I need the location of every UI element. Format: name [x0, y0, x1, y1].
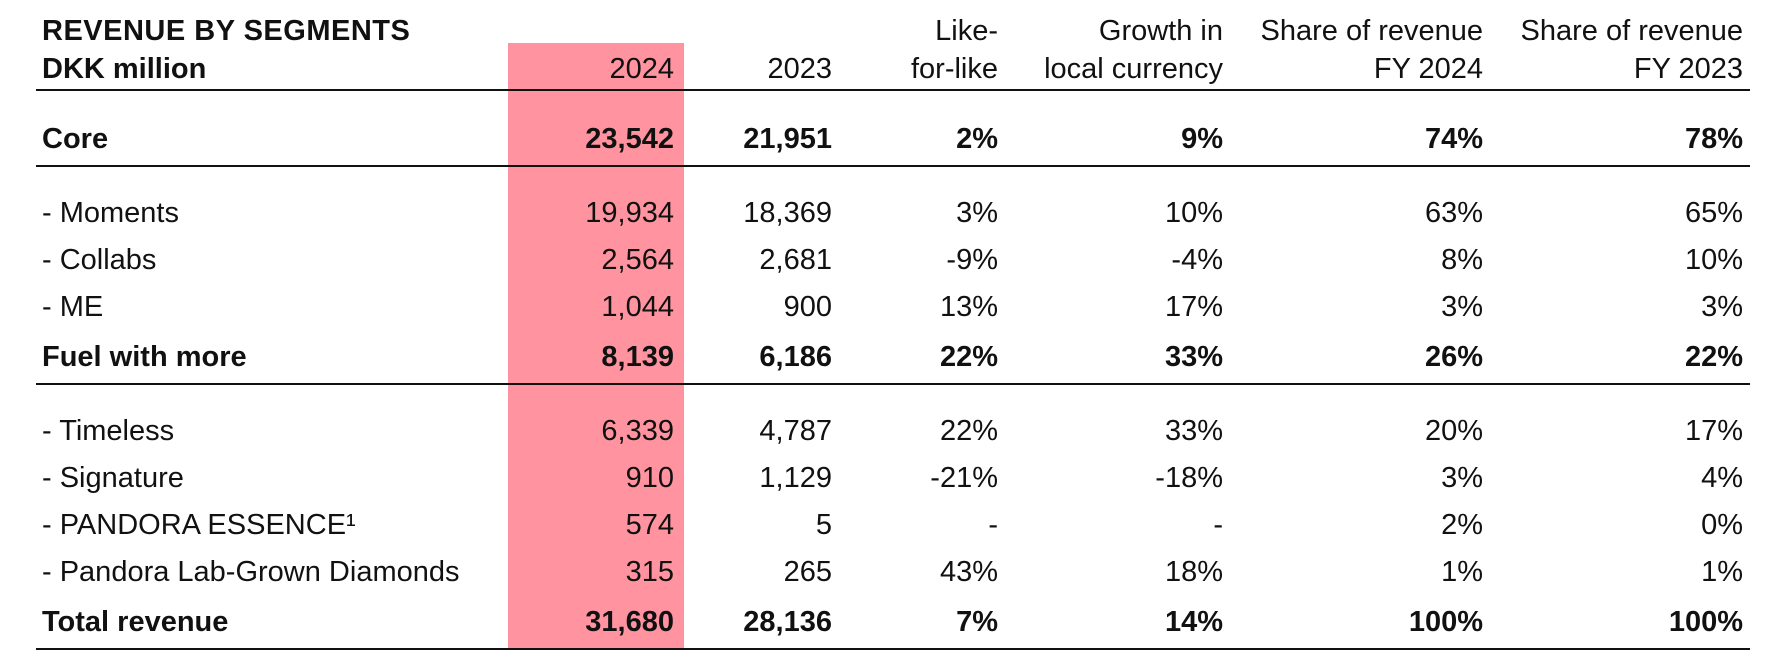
table-unit: DKK million: [42, 53, 207, 85]
row-me-like-for-like: 13%: [939, 291, 998, 323]
row-fuel-share-2023: 22%: [1684, 341, 1743, 373]
row-me-share-2024: 3%: [1441, 291, 1483, 323]
row-fuel-growth: 33%: [1164, 341, 1223, 373]
fuel-divider: [36, 383, 1750, 385]
column-header-growth-line1: Growth in: [1098, 15, 1223, 47]
row-collabs-2024: 2,564: [601, 244, 674, 276]
header-divider: [36, 89, 1750, 91]
row-timeless-share-2024: 20%: [1424, 415, 1483, 447]
row-label-core: Core: [42, 123, 109, 155]
row-total-2024: 31,680: [585, 606, 674, 638]
core-divider: [36, 165, 1750, 167]
row-moments-2024: 19,934: [585, 197, 674, 229]
row-label-moments: - Moments: [42, 197, 179, 229]
column-header-like-for-like-line2: for-like: [910, 53, 998, 85]
row-signature-2023: 1,129: [759, 462, 832, 494]
row-signature-share-2024: 3%: [1441, 462, 1483, 494]
row-total-2023: 28,136: [743, 606, 832, 638]
row-core-share-2024: 74%: [1424, 123, 1483, 155]
row-diamonds-share-2023: 1%: [1701, 556, 1743, 588]
row-moments-like-for-like: 3%: [956, 197, 998, 229]
row-signature-like-for-like: -21%: [930, 462, 998, 494]
row-diamonds-2024: 315: [625, 556, 674, 588]
row-fuel-like-for-like: 22%: [939, 341, 998, 373]
total-divider: [36, 648, 1750, 650]
row-collabs-share-2024: 8%: [1441, 244, 1483, 276]
row-collabs-like-for-like: -9%: [946, 244, 998, 276]
row-collabs-share-2023: 10%: [1684, 244, 1743, 276]
row-signature-2024: 910: [625, 462, 674, 494]
row-fuel-2024: 8,139: [601, 341, 674, 373]
row-core-like-for-like: 2%: [956, 123, 998, 155]
row-moments-growth: 10%: [1164, 197, 1223, 229]
row-core-growth: 9%: [1181, 123, 1223, 155]
row-signature-share-2023: 4%: [1701, 462, 1743, 494]
row-me-growth: 17%: [1164, 291, 1223, 323]
row-diamonds-like-for-like: 43%: [939, 556, 998, 588]
row-essence-growth: -: [1213, 509, 1223, 541]
row-core-2023: 21,951: [743, 123, 832, 155]
row-label-signature: - Signature: [42, 462, 184, 494]
row-diamonds-growth: 18%: [1164, 556, 1223, 588]
row-label-me: - ME: [42, 291, 104, 323]
row-timeless-like-for-like: 22%: [939, 415, 998, 447]
row-collabs-2023: 2,681: [759, 244, 832, 276]
row-label-pandora-essence: - PANDORA ESSENCE¹: [42, 509, 356, 541]
row-core-share-2023: 78%: [1684, 123, 1743, 155]
row-timeless-growth: 33%: [1164, 415, 1223, 447]
row-label-lab-grown-diamonds: - Pandora Lab-Grown Diamonds: [42, 556, 460, 588]
row-timeless-share-2023: 17%: [1684, 415, 1743, 447]
column-header-share-2024-line1: Share of revenue: [1260, 15, 1483, 47]
row-diamonds-2023: 265: [783, 556, 832, 588]
row-essence-share-2023: 0%: [1701, 509, 1743, 541]
row-total-share-2023: 100%: [1668, 606, 1743, 638]
table-title: REVENUE BY SEGMENTS: [42, 15, 411, 47]
column-header-2023: 2023: [767, 53, 832, 85]
column-header-share-2024-line2: FY 2024: [1373, 53, 1483, 85]
row-label-timeless: - Timeless: [42, 415, 175, 447]
row-essence-like-for-like: -: [988, 509, 998, 541]
row-me-share-2023: 3%: [1701, 291, 1743, 323]
row-essence-share-2024: 2%: [1441, 509, 1483, 541]
row-core-2024: 23,542: [585, 123, 674, 155]
row-signature-growth: -18%: [1155, 462, 1223, 494]
row-moments-share-2023: 65%: [1684, 197, 1743, 229]
row-essence-2023: 5: [815, 509, 832, 541]
row-label-total-revenue: Total revenue: [42, 606, 229, 638]
row-essence-2024: 574: [625, 509, 674, 541]
row-timeless-2024: 6,339: [601, 415, 674, 447]
row-total-like-for-like: 7%: [956, 606, 998, 638]
row-timeless-2023: 4,787: [759, 415, 832, 447]
column-header-share-2023-line1: Share of revenue: [1520, 15, 1743, 47]
row-moments-share-2024: 63%: [1424, 197, 1483, 229]
row-total-growth: 14%: [1164, 606, 1223, 638]
current-year-highlight: [508, 43, 684, 649]
row-collabs-growth: -4%: [1171, 244, 1223, 276]
row-me-2023: 900: [783, 291, 832, 323]
row-fuel-2023: 6,186: [759, 341, 832, 373]
row-diamonds-share-2024: 1%: [1441, 556, 1483, 588]
row-label-collabs: - Collabs: [42, 244, 157, 276]
row-moments-2023: 18,369: [743, 197, 832, 229]
column-header-share-2023-line2: FY 2023: [1633, 53, 1743, 85]
column-header-like-for-like-line1: Like-: [935, 15, 998, 47]
row-total-share-2024: 100%: [1408, 606, 1483, 638]
row-label-fuel-with-more: Fuel with more: [42, 341, 247, 373]
column-header-growth-line2: local currency: [1044, 53, 1223, 85]
row-fuel-share-2024: 26%: [1424, 341, 1483, 373]
column-header-2024: 2024: [609, 53, 674, 85]
row-me-2024: 1,044: [601, 291, 674, 323]
